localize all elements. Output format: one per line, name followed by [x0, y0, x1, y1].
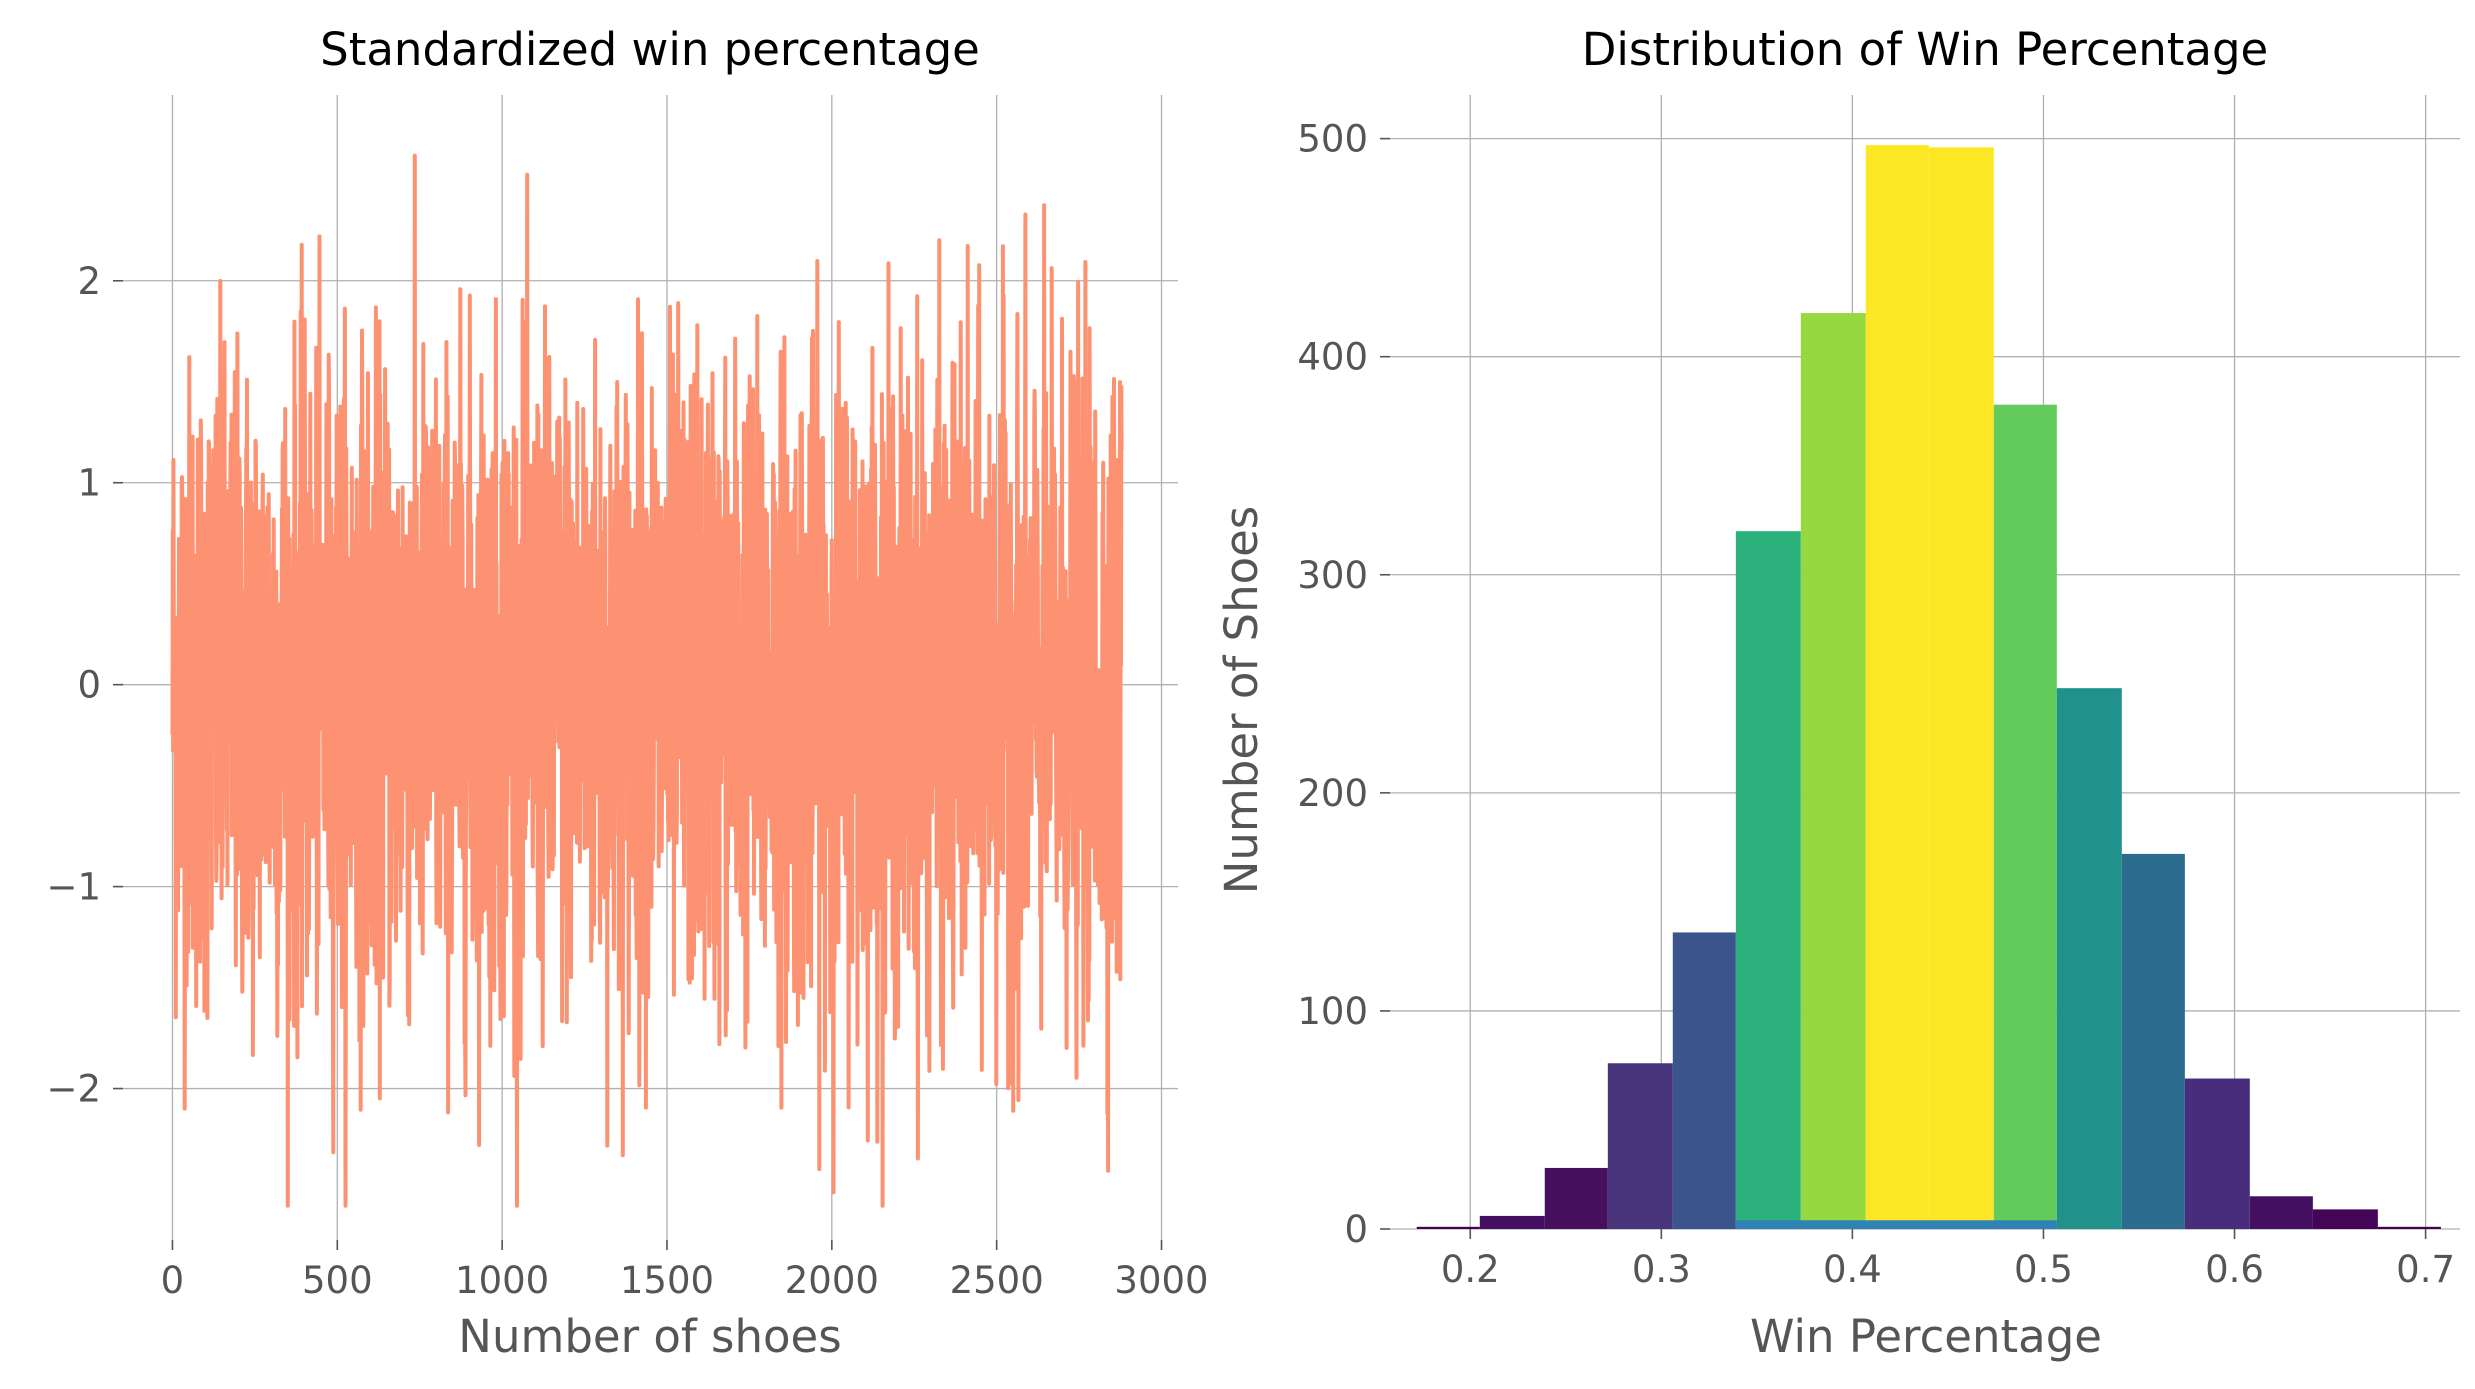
baseline-bar: [1735, 1220, 2057, 1229]
histogram-bar: [2312, 1209, 2378, 1229]
y-tick-label: 0: [77, 664, 101, 707]
histogram-bar: [1416, 1226, 1480, 1229]
x-tick-label: 1500: [620, 1259, 714, 1302]
x-tick-label: 0: [161, 1259, 185, 1302]
y-axis-ticks: 0 100 200 300 400 500: [1297, 118, 1390, 1251]
histogram-bar: [1865, 145, 1929, 1229]
histogram-bar: [1993, 404, 2057, 1230]
histogram-bar: [2184, 1078, 2250, 1229]
y-tick-label: 500: [1297, 118, 1368, 161]
x-tick-label: 0.5: [2014, 1248, 2073, 1291]
chart-title: Standardized win percentage: [320, 23, 980, 76]
x-axis-label: Win Percentage: [1750, 1310, 2102, 1363]
histogram-bar: [1672, 932, 1736, 1229]
histogram-bar: [2056, 688, 2122, 1229]
histogram-bar: [2249, 1196, 2313, 1229]
series-path: [170, 153, 1124, 1208]
x-axis-ticks: 0 500 1000 1500 2000 2500 3000: [161, 1240, 1209, 1302]
x-axis-ticks: 0.2 0.3 0.4 0.5 0.6 0.7: [1441, 1229, 2455, 1291]
y-tick-label: −1: [46, 866, 101, 909]
x-tick-label: 3000: [1114, 1259, 1208, 1302]
histogram-win-percentage: Distribution of Win Percentage 0.2 0.3 0.4…: [1215, 23, 2460, 1363]
x-tick-label: 0.6: [2205, 1248, 2264, 1291]
chart-title: Distribution of Win Percentage: [1582, 23, 2269, 76]
y-tick-label: 1: [77, 462, 101, 505]
y-tick-label: 300: [1297, 554, 1368, 597]
x-tick-label: 2000: [785, 1259, 879, 1302]
y-tick-label: 0: [1344, 1208, 1368, 1251]
y-tick-label: 200: [1297, 772, 1368, 815]
histogram-bar: [1607, 1063, 1673, 1229]
x-tick-label: 0.7: [2396, 1248, 2455, 1291]
histogram-bar: [1735, 531, 1801, 1229]
y-axis-ticks: −2 −1 0 1 2: [46, 260, 123, 1111]
histogram-bar: [2121, 853, 2185, 1229]
x-tick-label: 2500: [950, 1259, 1044, 1302]
histogram-bar: [1928, 147, 1994, 1229]
x-tick-label: 0.4: [1823, 1248, 1882, 1291]
x-tick-label: 0.3: [1632, 1248, 1691, 1291]
histogram-bars: [1416, 145, 2441, 1230]
x-tick-label: 1000: [455, 1259, 549, 1302]
series-line: [170, 153, 1124, 1208]
x-axis-label: Number of shoes: [458, 1310, 841, 1363]
y-tick-label: −2: [46, 1068, 101, 1111]
y-tick-label: 2: [77, 260, 101, 303]
y-tick-label: 100: [1297, 990, 1368, 1033]
histogram-bar: [1800, 313, 1866, 1230]
y-axis-label: Number of Shoes: [1215, 506, 1268, 895]
y-tick-label: 400: [1297, 336, 1368, 379]
x-tick-label: 0.2: [1441, 1248, 1500, 1291]
x-tick-label: 500: [302, 1259, 373, 1302]
histogram-bar: [1544, 1167, 1608, 1229]
histogram-bar: [1479, 1215, 1545, 1229]
histogram-bar: [2377, 1226, 2441, 1229]
line-chart-standardized-win: Standardized win percentage 0 500 1000 1500…: [46, 23, 1208, 1363]
